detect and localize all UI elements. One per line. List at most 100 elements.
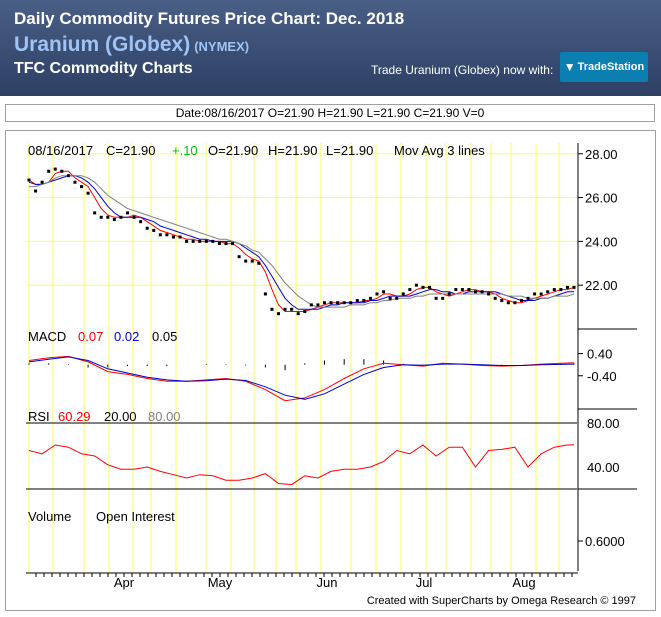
price-bar-point bbox=[519, 299, 523, 303]
price-bar-point bbox=[119, 215, 123, 219]
price-bar-point bbox=[395, 296, 399, 300]
price-bar-point bbox=[441, 296, 445, 300]
price-bar-point bbox=[296, 312, 300, 316]
price-readout-text: L=21.90 bbox=[326, 143, 373, 158]
price-chart: 28.00 26.00 24.00 22.00 08/16/2017 C=21.90 +.1… bbox=[26, 143, 637, 607]
y-tick-label: 0.6000 bbox=[585, 534, 625, 549]
price-bar-point bbox=[546, 290, 550, 294]
price-bar-point bbox=[388, 296, 392, 300]
price-bar-point bbox=[204, 239, 208, 243]
price-bar-point bbox=[250, 259, 254, 263]
price-bar-point bbox=[303, 309, 307, 313]
price-bar-point bbox=[178, 235, 182, 239]
price-bar-point bbox=[552, 288, 556, 292]
price-bar-point bbox=[198, 239, 202, 243]
macd-readout-value: 0.05 bbox=[152, 329, 177, 344]
price-bar-point bbox=[480, 290, 484, 294]
y-tick-label: 26.00 bbox=[585, 191, 618, 206]
price-bar-point bbox=[60, 169, 64, 173]
price-bar-point bbox=[526, 296, 530, 300]
price-bar-point bbox=[231, 242, 235, 246]
price-readout-text: 08/16/2017 bbox=[28, 143, 93, 158]
x-tick-label: Jul bbox=[416, 575, 433, 590]
price-bar-point bbox=[217, 242, 221, 246]
price-bar-point bbox=[66, 174, 70, 178]
rsi-label: RSI bbox=[28, 409, 50, 424]
rsi-line bbox=[28, 444, 575, 486]
price-bar-point bbox=[165, 233, 169, 237]
price-bar-point bbox=[270, 307, 274, 311]
price-bar-point bbox=[322, 301, 326, 305]
y-tick-label: 0.40 bbox=[587, 347, 612, 362]
price-readout-text: O=21.90 bbox=[208, 143, 258, 158]
price-readout-text: C=21.90 bbox=[106, 143, 156, 158]
price-bar-point bbox=[513, 301, 517, 305]
price-bar-point bbox=[493, 296, 497, 300]
price-bar-point bbox=[355, 299, 359, 303]
price-readout-text: +.10 bbox=[172, 143, 198, 158]
price-bar-point bbox=[336, 301, 340, 305]
x-tick-label: Apr bbox=[114, 575, 135, 590]
tradestation-logo-button[interactable]: ▼ TradeStation bbox=[560, 52, 648, 82]
price-bar-point bbox=[434, 296, 438, 300]
price-bar-point bbox=[375, 292, 379, 296]
price-bar-point bbox=[158, 233, 162, 237]
price-bar-point bbox=[53, 167, 57, 171]
price-bar-point bbox=[191, 239, 195, 243]
trade-promo-text: Trade Uranium (Globex) now with: bbox=[371, 63, 554, 77]
price-bar-point bbox=[447, 292, 451, 296]
price-bar-point bbox=[565, 285, 569, 289]
price-bar-point bbox=[467, 288, 471, 292]
price-bar-point bbox=[474, 290, 478, 294]
commodity-name: Uranium (Globex) (NYMEX) bbox=[14, 33, 249, 57]
y-tick-label: 24.00 bbox=[585, 234, 618, 249]
price-bar-point bbox=[559, 288, 563, 292]
rsi-readout-value: 20.00 bbox=[104, 409, 137, 424]
tradestation-logo-text: TradeStation bbox=[577, 61, 645, 73]
rsi-readout-value: 80.00 bbox=[148, 409, 181, 424]
price-bar-point bbox=[73, 180, 77, 184]
macd-line-1 bbox=[28, 355, 575, 402]
y-tick-label: 80.00 bbox=[587, 416, 620, 431]
x-tick-label: May bbox=[208, 575, 233, 590]
price-bar-point bbox=[152, 228, 156, 232]
price-bar-point bbox=[237, 255, 241, 259]
price-bar-point bbox=[500, 299, 504, 303]
price-bar-point bbox=[428, 285, 432, 289]
rsi-readout-value: 60.29 bbox=[58, 409, 91, 424]
price-bar-point bbox=[283, 307, 287, 311]
macd-line-2 bbox=[28, 356, 575, 400]
price-bar-point bbox=[290, 307, 294, 311]
moving-average-line-3 bbox=[29, 175, 575, 308]
price-bar-point bbox=[40, 180, 44, 184]
tradestation-logo-icon: ▼ bbox=[563, 60, 576, 74]
exchange-label: (NYMEX) bbox=[194, 39, 250, 54]
price-bar-point bbox=[93, 211, 97, 215]
price-readout-text: Mov Avg 3 lines bbox=[394, 143, 485, 158]
y-tick-label: -0.40 bbox=[587, 369, 617, 384]
price-bar-point bbox=[572, 285, 576, 289]
price-bar-point bbox=[244, 259, 248, 263]
macd-label: MACD bbox=[28, 329, 66, 344]
price-bar-point bbox=[132, 215, 136, 219]
price-bar-point bbox=[506, 301, 510, 305]
price-bar-point bbox=[99, 215, 103, 219]
price-bar-point bbox=[382, 290, 386, 294]
chart-header: Daily Commodity Futures Price Chart: Dec… bbox=[0, 0, 661, 96]
y-tick-label: 28.00 bbox=[585, 147, 618, 162]
price-bar-point bbox=[139, 220, 143, 224]
price-bar-point bbox=[224, 242, 228, 246]
price-bar-point bbox=[414, 283, 418, 287]
x-tick-label: Aug bbox=[512, 575, 535, 590]
price-bar-point bbox=[47, 169, 51, 173]
price-bar-point bbox=[80, 185, 84, 189]
price-bar-point bbox=[316, 303, 320, 307]
price-bar-point bbox=[112, 217, 116, 221]
price-bar-point bbox=[185, 239, 189, 243]
price-bar-point bbox=[421, 285, 425, 289]
price-bar-point bbox=[309, 303, 313, 307]
price-bar-point bbox=[106, 215, 110, 219]
price-bar-point bbox=[362, 299, 366, 303]
y-tick-label: 22.00 bbox=[585, 278, 618, 293]
price-bar-point bbox=[487, 292, 491, 296]
